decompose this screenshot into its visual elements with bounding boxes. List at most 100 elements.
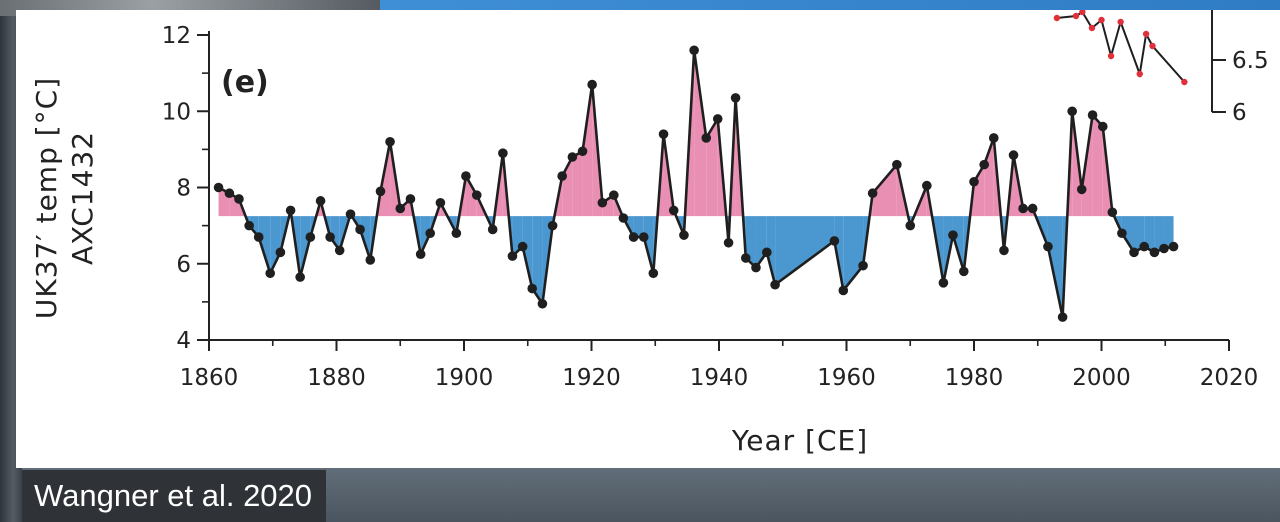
data-point bbox=[668, 205, 679, 216]
data-point bbox=[285, 205, 296, 216]
data-point bbox=[567, 152, 578, 162]
data-point bbox=[295, 272, 305, 282]
data-point bbox=[1159, 243, 1169, 254]
fill-above bbox=[694, 50, 707, 217]
data-point bbox=[547, 220, 558, 231]
fill-below bbox=[258, 216, 271, 274]
y-tick-label: 12 bbox=[162, 23, 191, 49]
data-point bbox=[628, 232, 639, 242]
data-point bbox=[922, 180, 932, 191]
data-point bbox=[577, 146, 588, 157]
data-point bbox=[1043, 241, 1053, 252]
y-tick-label: 4 bbox=[176, 328, 191, 354]
data-point bbox=[1117, 228, 1127, 239]
data-point bbox=[527, 283, 538, 294]
data-point bbox=[1107, 207, 1118, 218]
data-point bbox=[1097, 121, 1108, 132]
y-tick-label: 10 bbox=[162, 99, 191, 125]
x-tick-label: 1940 bbox=[690, 365, 749, 391]
fill-below bbox=[1154, 216, 1164, 253]
inset-point bbox=[1181, 78, 1188, 86]
data-point bbox=[355, 224, 365, 235]
inset-point bbox=[1088, 24, 1096, 32]
data-point bbox=[507, 251, 518, 261]
data-point bbox=[689, 45, 699, 56]
data-point bbox=[723, 237, 734, 248]
data-point bbox=[345, 209, 356, 219]
x-tick-label: 1960 bbox=[817, 365, 876, 391]
data-point bbox=[770, 279, 780, 290]
data-point bbox=[425, 228, 436, 239]
fill-below bbox=[775, 216, 835, 285]
data-point bbox=[451, 228, 462, 239]
data-point bbox=[1008, 150, 1019, 160]
x-tick-label: 1980 bbox=[945, 365, 1004, 391]
data-point bbox=[740, 253, 751, 263]
fill-below bbox=[643, 216, 654, 274]
data-point bbox=[948, 230, 958, 240]
data-point bbox=[969, 176, 979, 187]
data-point bbox=[305, 232, 316, 242]
x-tick-label: 1900 bbox=[435, 365, 494, 391]
inset-tick-label: 6.5 bbox=[1232, 48, 1269, 74]
data-point bbox=[999, 245, 1009, 256]
fill-above bbox=[1092, 115, 1103, 217]
data-point bbox=[648, 268, 659, 279]
data-point bbox=[557, 171, 567, 181]
data-point bbox=[1018, 203, 1028, 214]
inset-point bbox=[1136, 70, 1143, 78]
data-point bbox=[517, 241, 528, 252]
inset-point bbox=[1098, 16, 1105, 24]
fill-below bbox=[522, 216, 533, 289]
axes: 1860 1880 1900 1920 1940 1960 1980 2000 2020 4 6 8 1… bbox=[162, 23, 1259, 391]
data-point bbox=[1027, 203, 1038, 214]
data-point bbox=[597, 197, 608, 208]
data-point bbox=[365, 255, 376, 265]
data-point bbox=[858, 260, 868, 271]
fill-below bbox=[633, 216, 644, 238]
data-point bbox=[1139, 241, 1150, 252]
data-point bbox=[638, 232, 649, 242]
data-point bbox=[658, 129, 669, 139]
data-point bbox=[334, 245, 345, 256]
data-point bbox=[461, 171, 471, 181]
data-point bbox=[315, 196, 326, 206]
data-point bbox=[1057, 312, 1068, 322]
chart-panel: 1860 1880 1900 1920 1940 1960 1980 2000 2020 4 6 8 1… bbox=[16, 10, 1280, 468]
data-point bbox=[435, 197, 446, 208]
fill-below bbox=[1035, 216, 1048, 247]
data-point bbox=[325, 232, 335, 242]
fill-below bbox=[420, 216, 431, 255]
fill-below bbox=[1121, 216, 1135, 253]
data-point bbox=[1168, 241, 1179, 252]
data-point bbox=[415, 249, 426, 260]
citation-caption: Wangner et al. 2020 bbox=[22, 470, 327, 522]
y-tick-label: 6 bbox=[176, 252, 191, 278]
data-point bbox=[979, 159, 989, 170]
data-point bbox=[487, 224, 498, 235]
data-point bbox=[498, 148, 508, 158]
data-point bbox=[395, 203, 406, 214]
data-point bbox=[838, 285, 849, 296]
fill-above bbox=[582, 84, 593, 217]
inset-point bbox=[1072, 12, 1080, 20]
inset-point bbox=[1053, 14, 1061, 22]
fill-below bbox=[532, 216, 543, 304]
panel-label: (e) bbox=[221, 65, 269, 100]
fill-above bbox=[974, 164, 985, 217]
data-point bbox=[471, 190, 482, 200]
data-point bbox=[762, 247, 772, 258]
data-point bbox=[959, 266, 969, 277]
anomaly-fills bbox=[218, 50, 1174, 318]
data-point bbox=[679, 230, 689, 240]
data-point bbox=[244, 220, 254, 231]
fill-above bbox=[872, 164, 897, 217]
inset-point bbox=[1107, 52, 1115, 60]
y-axis-title-line-2: AXC1432 bbox=[66, 131, 99, 265]
data-point bbox=[701, 133, 712, 143]
x-tick-label: 2000 bbox=[1072, 365, 1131, 391]
data-point bbox=[905, 220, 916, 231]
data-point bbox=[618, 213, 629, 223]
x-tick-label: 1880 bbox=[307, 365, 366, 391]
x-tick-label: 2020 bbox=[1200, 365, 1259, 391]
